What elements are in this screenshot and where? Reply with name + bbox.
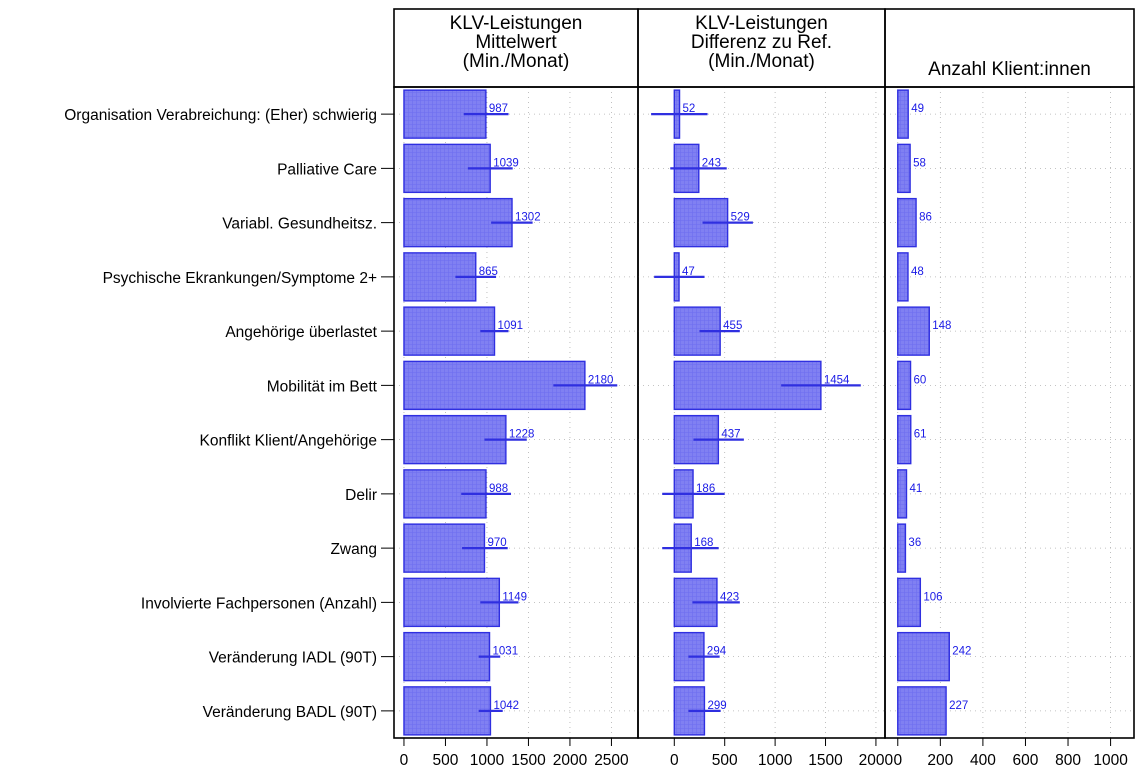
header-line: Mittelwert [475,32,557,53]
x-tick-label: 0 [670,752,679,769]
bar [897,414,912,465]
value-label: 227 [949,700,968,712]
value-label: 106 [923,591,942,603]
value-label: 1228 [509,429,535,441]
value-label: 2180 [588,374,614,386]
x-tick-label: 600 [1013,752,1039,769]
value-label: 455 [723,320,742,332]
x-tick-label: 200 [927,752,953,769]
header-line: Anzahl Klient:innen [928,59,1091,80]
x-tick-label: 1000 [758,752,793,769]
x-tick-label: 500 [712,752,738,769]
x-tick-label: 2500 [594,752,629,769]
x-tick-label: 1000 [1093,752,1128,769]
value-label: 970 [487,537,506,549]
value-label: 48 [911,266,924,278]
bar [403,306,496,356]
x-tick-label: 800 [1055,752,1081,769]
category-label: Zwang [330,541,377,558]
panel-header-count: Anzahl Klient:innen [885,60,1134,79]
x-tick-label: 400 [970,752,996,769]
panel-header-box [393,8,639,88]
value-label: 1149 [502,591,527,603]
value-label: 1091 [498,320,524,332]
value-label: 299 [707,700,726,712]
value-label: 168 [694,537,713,549]
panel-header-box [884,8,1135,88]
bar [897,252,909,302]
category-label: Organisation Verabreichung: (Eher) schwi… [64,107,377,124]
value-label: 243 [702,157,721,169]
value-label: 148 [932,320,951,332]
x-tick-label: 0 [893,752,902,769]
x-tick-label: 1500 [511,752,546,769]
bar [897,360,912,411]
bar [897,306,930,356]
category-label: Veränderung BADL (90T) [203,704,377,721]
value-label: 47 [682,266,695,278]
panel-header-box [637,8,886,88]
category-label: Angehörige überlastet [225,324,377,341]
panel-header-diff: KLV-Leistungen Differenz zu Ref. (Min./M… [638,14,885,71]
bar [897,469,908,519]
bar [403,686,492,736]
value-label: 1039 [493,157,519,169]
bar [897,197,917,248]
value-label: 36 [908,537,921,549]
category-label: Konflikt Klient/Angehörige [199,433,377,450]
category-label: Veränderung IADL (90T) [209,650,377,667]
value-label: 49 [911,103,924,115]
value-label: 865 [479,266,498,278]
bar [897,577,922,628]
header-line: KLV-Leistungen [695,13,828,34]
value-label: 41 [909,483,922,495]
category-label: Psychische Ekrankungen/Symptome 2+ [103,270,377,287]
value-label: 423 [720,591,739,603]
category-label: Involvierte Fachpersonen (Anzahl) [141,595,377,612]
value-label: 86 [919,212,932,224]
value-label: 987 [489,103,508,115]
bar [897,686,947,736]
value-label: 988 [489,483,508,495]
value-label: 437 [721,429,740,441]
value-label: 1454 [824,374,850,386]
header-line: Differenz zu Ref. [690,32,833,53]
category-label: Mobilität im Bett [267,378,378,395]
bar [897,523,907,573]
category-label: Delir [345,487,377,504]
header-line: (Min./Monat) [708,51,815,72]
bar [897,631,950,682]
x-tick-label: 1500 [808,752,843,769]
category-label: Palliative Care [277,161,377,178]
x-tick-label: 0 [400,752,409,769]
header-line: (Min./Monat) [462,51,570,72]
x-tick-label: 1000 [470,752,505,769]
header-line: KLV-Leistungen [449,13,583,34]
value-label: 61 [914,429,927,441]
panel-header-mean: KLV-Leistungen Mittelwert (Min./Monat) [394,14,638,71]
bar [897,143,911,194]
value-label: 60 [914,374,927,386]
value-label: 58 [913,157,926,169]
value-label: 242 [952,646,971,658]
category-label: Variabl. Gesundheitsz. [222,216,377,233]
x-tick-label: 2000 [859,752,894,769]
x-tick-label: 2000 [553,752,588,769]
value-label: 529 [731,212,750,224]
value-label: 52 [683,103,696,115]
value-label: 1042 [493,700,519,712]
value-label: 1031 [493,646,519,658]
value-label: 294 [707,646,727,658]
bar [403,631,491,682]
value-label: 1302 [515,212,541,224]
x-tick-label: 500 [433,752,459,769]
value-label: 186 [696,483,715,495]
bar [897,89,909,139]
